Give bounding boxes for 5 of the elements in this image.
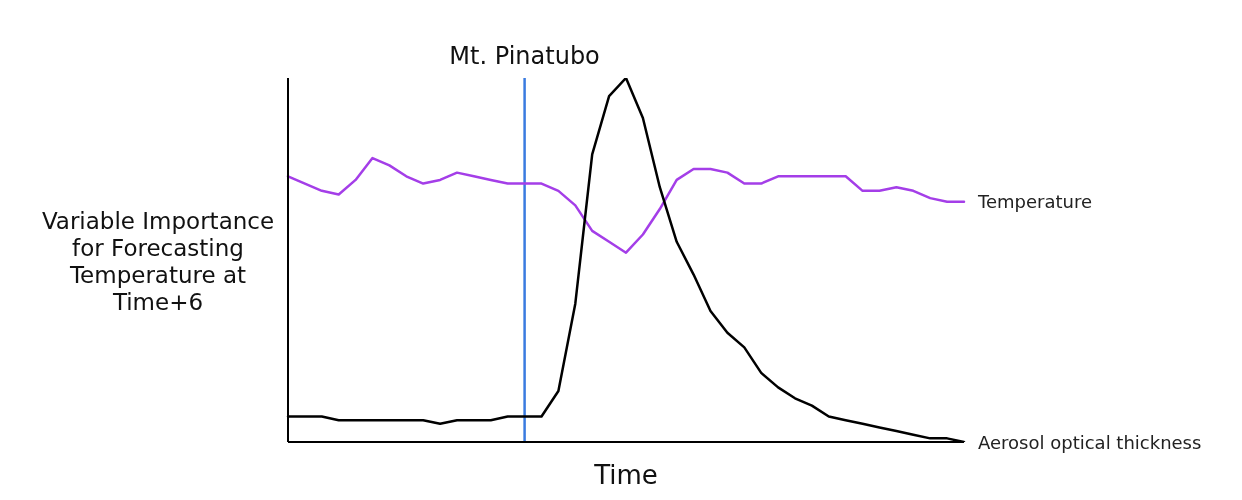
y-axis-title: Variable Importance for Forecasting Temperature at Time+6	[40, 208, 276, 316]
series-label: Temperature	[977, 191, 1093, 213]
series-label: Aerosol optical thickness	[978, 431, 1202, 453]
text: Mt. Pinatubo	[449, 42, 600, 70]
x-axis-title: Time	[593, 460, 658, 490]
